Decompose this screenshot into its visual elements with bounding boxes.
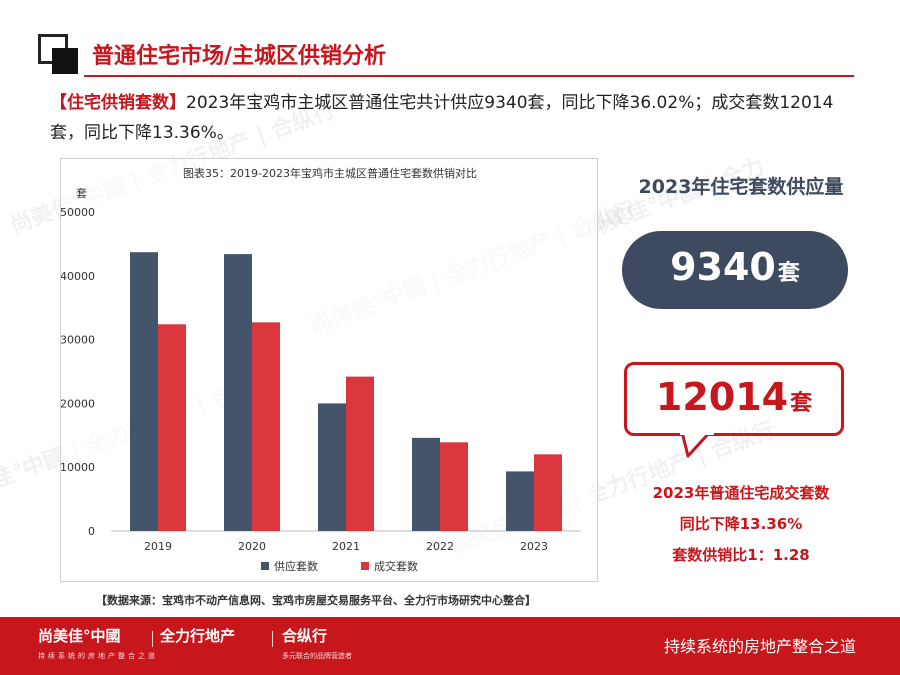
y-tick-label: 50000: [61, 206, 95, 219]
deal-value: 12014: [655, 375, 789, 419]
footer-brand-2: 全力行地产: [160, 627, 236, 645]
y-tick-label: 30000: [61, 334, 95, 347]
deal-bar-2020: [252, 322, 280, 531]
deal-line-1: 2023年普通住宅成交套数: [652, 484, 830, 502]
deal-bar-2022: [440, 442, 468, 531]
supply-value: 9340: [670, 245, 776, 289]
footer-brand-1: 尚美佳°中國: [38, 627, 121, 645]
y-axis-label: 套: [76, 187, 87, 200]
supply-bar-2020: [224, 254, 252, 531]
y-tick-label: 20000: [61, 397, 95, 410]
title-logo-icon: [38, 34, 78, 74]
chart-source: 【数据来源：宝鸡市不动产信息网、宝鸡市房屋交易服务平台、全力行市场研究中心整合】: [96, 594, 536, 607]
chart-frame: 图表35：2019-2023年宝鸡市主城区普通住宅套数供销对比套 0 10000 20…: [60, 158, 598, 582]
deal-line-2: 同比下降13.36%: [679, 515, 803, 533]
deal-line-3: 套数供销比1：1.28: [672, 546, 810, 564]
y-tick-label: 10000: [61, 461, 95, 474]
legend-swatch: [361, 562, 369, 570]
x-tick-label: 2023: [520, 540, 548, 553]
deal-bar-2021: [346, 376, 374, 531]
deal-bar-2023: [534, 454, 562, 531]
page-title: 普通住宅市场/主城区供销分析: [92, 44, 387, 69]
supply-bar-2019: [130, 252, 158, 531]
summary-body: 2023年宝鸡市主城区普通住宅共计供应9340套，同比下降36.02%；成交套数…: [50, 93, 834, 143]
callout-tail-icon: [680, 432, 714, 458]
deal-bar-2019: [158, 324, 186, 531]
footer-slogan: 持续系统的房地产整合之道: [663, 637, 856, 656]
deal-value-callout: 12014 套: [624, 362, 844, 436]
supply-unit: 套: [777, 261, 800, 286]
y-tick-label: 40000: [61, 270, 95, 283]
summary-text: 【住宅供销套数】2023年宝鸡市主城区普通住宅共计供应9340套，同比下降36.…: [50, 88, 860, 148]
footer-brand-3: 合纵行: [282, 627, 328, 645]
legend-label: 成交套数: [374, 559, 418, 573]
x-tick-label: 2022: [426, 540, 454, 553]
x-tick-label: 2021: [332, 540, 360, 553]
supply-bar-2021: [318, 403, 346, 531]
supply-bar-2023: [506, 471, 534, 531]
footer-divider: [272, 631, 273, 647]
supply-title: 2023年住宅套数供应量: [638, 176, 844, 198]
title-divider: [84, 75, 854, 77]
x-tick-label: 2020: [238, 540, 266, 553]
summary-tag: 【住宅供销套数】: [50, 93, 186, 113]
deal-unit: 套: [790, 391, 813, 416]
footer-brand-1-sub: 持续系统的房地产整合之道: [38, 652, 158, 660]
legend-swatch: [261, 562, 269, 570]
chart-title: 图表35：2019-2023年宝鸡市主城区普通住宅套数供销对比: [183, 166, 477, 180]
footer-bar: 尚美佳°中國 持续系统的房地产整合之道 全力行地产 合纵行 多元联合的品牌营造者…: [0, 617, 900, 675]
footer-brand-3-sub: 多元联合的品牌营造者: [282, 652, 352, 660]
legend-label: 供应套数: [274, 559, 318, 573]
footer-divider: [152, 631, 153, 647]
supply-value-pill: 9340 套: [622, 231, 848, 309]
y-tick-label: 0: [88, 525, 95, 538]
x-tick-label: 2019: [144, 540, 172, 553]
supply-bar-2022: [412, 437, 440, 531]
